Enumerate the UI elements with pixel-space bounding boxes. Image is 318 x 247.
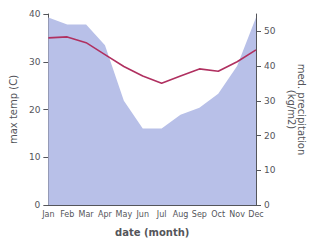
svg-text:30: 30 [29, 57, 41, 67]
svg-text:max temp (C): max temp (C) [8, 75, 19, 144]
svg-text:10: 10 [29, 152, 41, 162]
svg-text:May: May [116, 210, 133, 219]
svg-text:(kg/m2): (kg/m2) [286, 90, 297, 130]
svg-text:Jul: Jul [156, 210, 167, 219]
svg-text:date (month): date (month) [115, 227, 189, 238]
svg-text:Nov: Nov [229, 210, 245, 219]
svg-text:0: 0 [264, 200, 270, 210]
svg-text:Mar: Mar [79, 210, 95, 219]
svg-text:0: 0 [35, 200, 41, 210]
svg-text:Feb: Feb [60, 210, 74, 219]
svg-text:med. precipitation: med. precipitation [295, 63, 307, 156]
svg-text:10: 10 [264, 165, 276, 175]
svg-text:30: 30 [264, 96, 276, 106]
svg-text:40: 40 [29, 9, 41, 19]
svg-text:50: 50 [264, 26, 276, 36]
svg-text:Jun: Jun [135, 210, 149, 219]
svg-text:20: 20 [264, 131, 276, 141]
svg-text:Dec: Dec [248, 210, 263, 219]
svg-text:Aug: Aug [173, 210, 189, 219]
svg-text:40: 40 [264, 61, 276, 71]
svg-text:Sep: Sep [192, 210, 207, 219]
svg-text:Apr: Apr [98, 210, 113, 219]
svg-text:20: 20 [29, 105, 41, 115]
svg-text:Oct: Oct [211, 210, 225, 219]
svg-text:Jan: Jan [41, 210, 54, 219]
